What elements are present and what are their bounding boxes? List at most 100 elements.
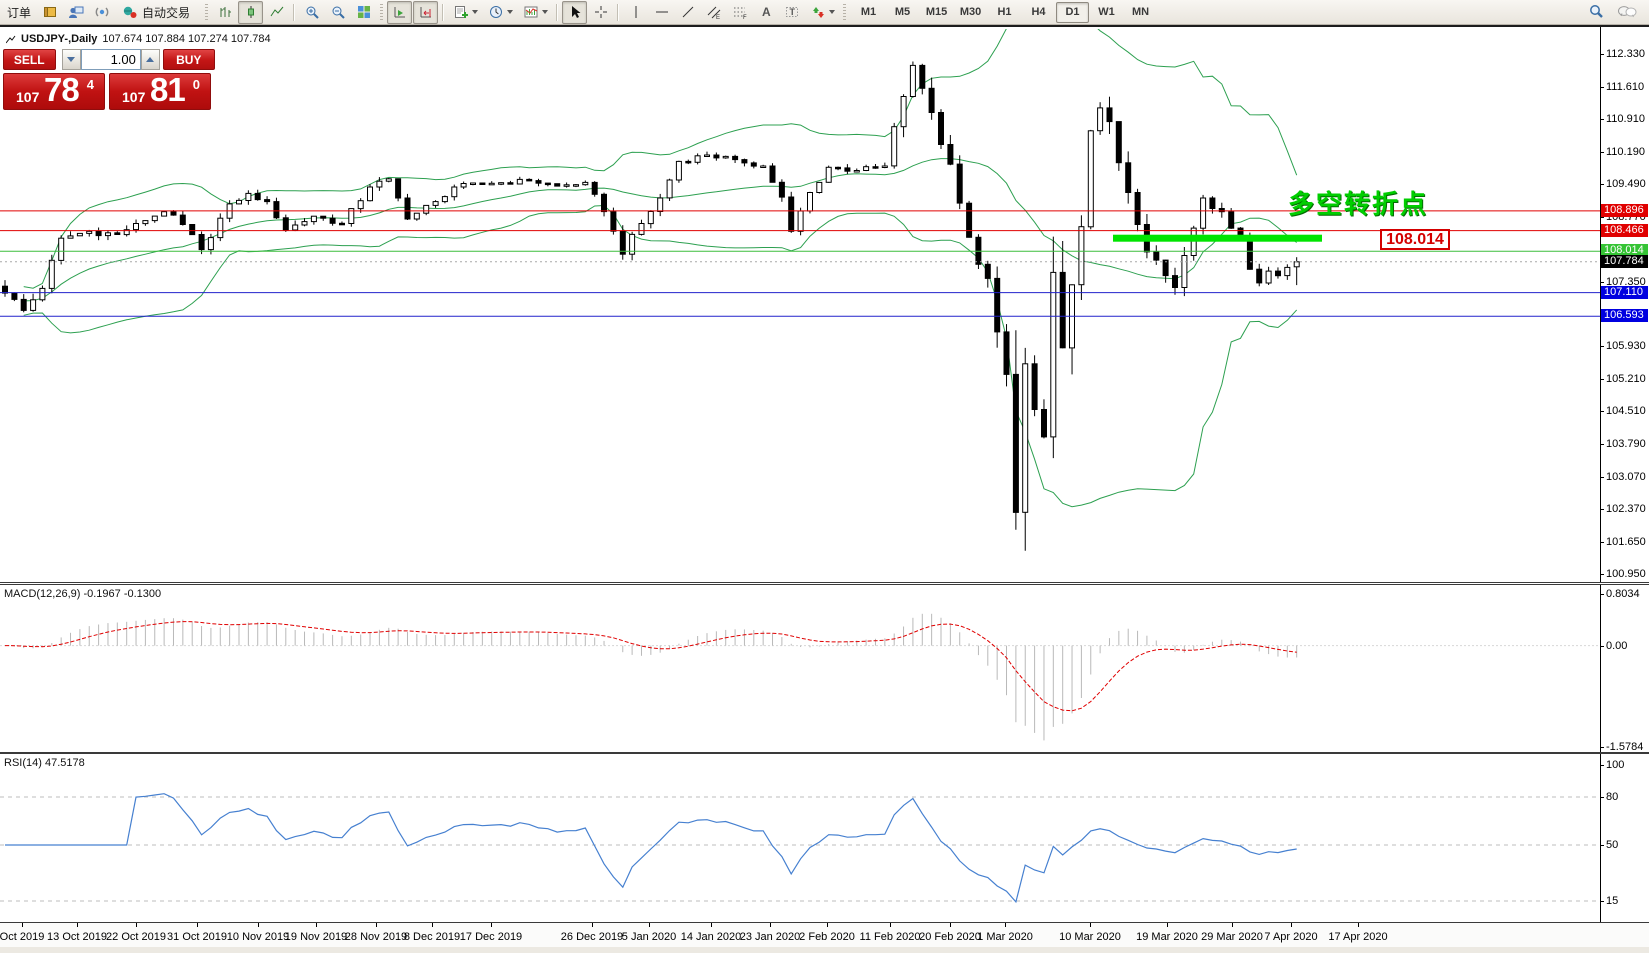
fibonacci-tool[interactable]: F <box>727 1 752 24</box>
price-tick-label: 104.510 <box>1606 405 1646 417</box>
dropdown-caret-icon <box>541 10 548 14</box>
date-tick-mark <box>491 923 492 927</box>
new-chart-button[interactable] <box>448 1 482 24</box>
toolbar-separator <box>556 3 559 21</box>
trendline-tool[interactable] <box>675 1 700 24</box>
chart-shift-button[interactable] <box>413 0 439 24</box>
macd-pane-separator[interactable] <box>0 582 1649 585</box>
rsi-tick-label: 50 <box>1606 839 1619 851</box>
sell-button[interactable]: SELL <box>3 49 56 70</box>
toolbar-grip <box>843 4 847 20</box>
line-chart-button[interactable] <box>264 1 289 24</box>
timeframe-h1[interactable]: H1 <box>997 6 1012 18</box>
buy-price-big: 81 <box>150 71 186 108</box>
triangle-down-icon <box>67 57 76 62</box>
window-bottom-strip <box>0 947 1649 953</box>
toolbar-separator <box>617 3 620 21</box>
timeframe-m30[interactable]: M30 <box>959 6 982 18</box>
date-label: 2 Feb 2020 <box>799 931 855 943</box>
date-tick-mark <box>258 923 259 927</box>
price-tick-mark <box>1600 119 1604 120</box>
timeframe-m5[interactable]: M5 <box>894 6 911 18</box>
candlestick-chart-icon <box>247 6 254 18</box>
price-tick-mark <box>1600 87 1604 88</box>
buy-price-prefix: 107 <box>122 89 146 105</box>
rsi-canvas[interactable] <box>0 754 1600 922</box>
horizontal-line-tool[interactable] <box>649 1 674 24</box>
macd-tick-mark <box>1600 747 1604 748</box>
date-label: 13 Oct 2019 <box>47 931 107 943</box>
timeframe-m15[interactable]: M15 <box>925 6 948 18</box>
volume-increase-button[interactable] <box>140 49 160 70</box>
price-tick-label: 109.490 <box>1606 178 1646 190</box>
macd-tick-label: 0.8034 <box>1606 588 1640 600</box>
zoom-out-button[interactable] <box>325 1 350 24</box>
trendline-icon <box>682 6 693 18</box>
clock-icon <box>489 6 502 18</box>
text-label-tool[interactable]: T <box>779 1 804 24</box>
signal-button[interactable] <box>89 1 114 24</box>
date-tick-mark <box>1167 923 1168 927</box>
date-tick-mark <box>376 923 377 927</box>
text-a-icon: A <box>762 5 771 19</box>
volume-input[interactable] <box>80 49 141 70</box>
zoom-in-button[interactable] <box>299 1 324 24</box>
dropdown-caret-icon <box>828 10 835 14</box>
price-tick-mark <box>1600 444 1604 445</box>
vertical-line-icon <box>635 6 637 18</box>
sell-price-box[interactable]: 107 78 4 <box>3 71 105 110</box>
arrows-tool[interactable] <box>805 1 839 24</box>
svg-text:E: E <box>716 15 720 20</box>
tile-windows-button[interactable] <box>351 1 376 24</box>
new-order-label: 订单 <box>7 5 32 20</box>
price-badge: 108.014 <box>1601 244 1648 257</box>
periodicity-button[interactable] <box>483 1 517 24</box>
buy-button[interactable]: BUY <box>162 49 216 70</box>
sell-price-prefix: 107 <box>16 89 40 105</box>
timeframe-h4[interactable]: H4 <box>1031 6 1046 18</box>
timeframe-d1[interactable]: D1 <box>1056 1 1090 23</box>
price-tick-label: 111.610 <box>1606 81 1645 93</box>
templates-button[interactable] <box>518 1 552 24</box>
equidistant-channel-tool[interactable]: E <box>701 1 726 24</box>
date-tick-mark <box>770 923 771 927</box>
buy-price-box[interactable]: 107 81 0 <box>109 71 211 110</box>
date-tick-mark <box>1358 923 1359 927</box>
date-label: 10 Nov 2019 <box>226 931 290 943</box>
auto-scroll-button[interactable] <box>387 0 413 24</box>
timeframe-mn[interactable]: MN <box>1131 6 1150 18</box>
svg-text:T: T <box>789 7 795 17</box>
cursor-icon <box>571 6 581 18</box>
rsi-pane-separator[interactable] <box>0 752 1649 754</box>
price-tick-mark <box>1600 282 1604 283</box>
date-label: 23 Jan 2020 <box>739 931 801 943</box>
vertical-line-tool[interactable] <box>623 1 648 24</box>
cursor-button[interactable] <box>562 0 588 24</box>
date-label: 7 Apr 2020 <box>1264 931 1318 943</box>
volume-decrease-button[interactable] <box>62 49 81 70</box>
timeframe-w1[interactable]: W1 <box>1098 6 1115 18</box>
price-tick-mark <box>1600 574 1604 575</box>
bar-chart-button[interactable] <box>212 1 237 24</box>
price-tick-label: 103.070 <box>1606 471 1646 483</box>
crosshair-button[interactable] <box>588 1 613 24</box>
market-watch-button[interactable] <box>37 1 62 24</box>
svg-text:A: A <box>762 5 771 19</box>
rsi-tick-mark <box>1600 901 1604 902</box>
main-chart-canvas[interactable] <box>0 29 1600 582</box>
navigator-button[interactable] <box>63 1 88 24</box>
search-button[interactable] <box>1583 1 1608 24</box>
chat-button[interactable] <box>1614 1 1639 24</box>
macd-canvas[interactable] <box>0 585 1600 752</box>
candlestick-chart-button[interactable] <box>238 0 264 24</box>
date-label: 17 Apr 2020 <box>1328 931 1388 943</box>
horizontal-line-icon <box>655 11 668 13</box>
text-tool[interactable]: A <box>753 1 778 24</box>
date-tick-mark <box>197 923 198 927</box>
price-tick-label: 110.190 <box>1606 146 1645 158</box>
auto-scroll-icon <box>394 7 405 18</box>
autotrading-button[interactable]: 自动交易 <box>115 1 201 24</box>
timeframe-m1[interactable]: M1 <box>860 6 877 18</box>
price-tick-mark <box>1600 411 1604 412</box>
new-order-button[interactable]: 订单 <box>2 1 36 24</box>
